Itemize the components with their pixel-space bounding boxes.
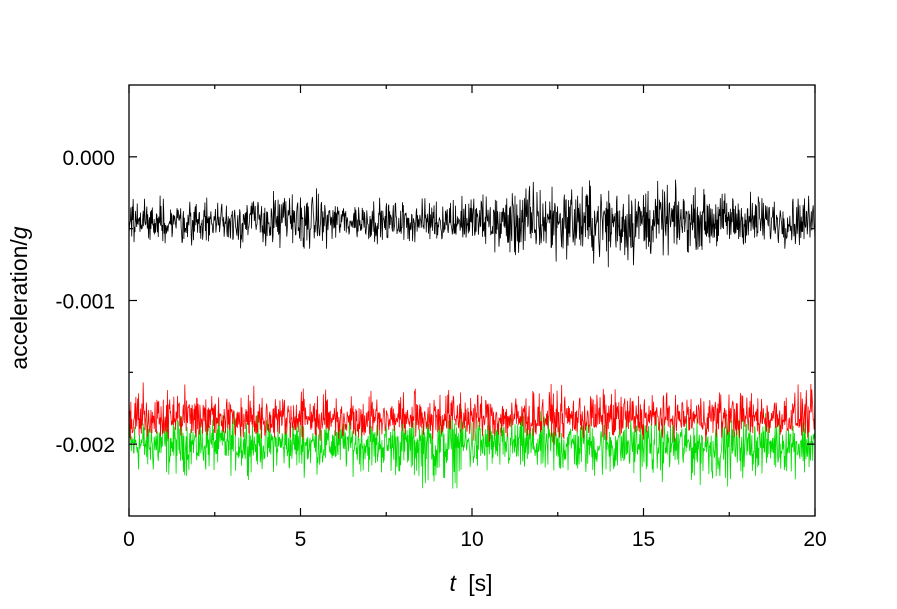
- series-line-3: [128, 179, 816, 268]
- x-tick-label: 15: [632, 528, 655, 551]
- y-tick-label: -0.001: [55, 291, 115, 314]
- y-axis-label-prefix: acceleration/: [6, 239, 32, 370]
- x-tick-label: 5: [295, 528, 307, 551]
- tick-layer: 0 5 10 15 20 0.000 -0.001 -0.002: [55, 85, 827, 551]
- y-tick-label: 0.000: [62, 147, 115, 170]
- x-tick-label: 0: [123, 528, 135, 551]
- series-layer: [128, 179, 816, 489]
- x-tick-label: 20: [803, 528, 826, 551]
- x-tick-label: 10: [460, 528, 483, 551]
- y-tick-label: -0.002: [55, 434, 115, 457]
- y-axis-label-variable: g: [6, 226, 32, 239]
- x-axis-label: t [s]: [449, 570, 492, 596]
- x-axis-label-unit: [s]: [468, 570, 492, 596]
- series-line-2: [128, 382, 816, 444]
- x-axis-label-variable: t: [449, 570, 457, 596]
- series-line-1: [128, 408, 816, 489]
- y-axis-label: acceleration/g: [6, 226, 32, 369]
- plot-frame: [128, 84, 816, 517]
